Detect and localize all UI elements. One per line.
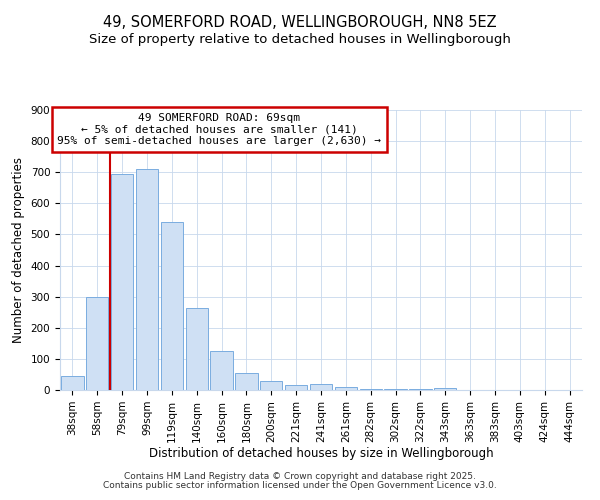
Bar <box>260 380 283 390</box>
Bar <box>385 389 407 390</box>
Y-axis label: Number of detached properties: Number of detached properties <box>12 157 25 343</box>
Bar <box>235 373 257 390</box>
Text: 49 SOMERFORD ROAD: 69sqm
← 5% of detached houses are smaller (141)
95% of semi-d: 49 SOMERFORD ROAD: 69sqm ← 5% of detache… <box>57 113 381 146</box>
Text: 49, SOMERFORD ROAD, WELLINGBOROUGH, NN8 5EZ: 49, SOMERFORD ROAD, WELLINGBOROUGH, NN8 … <box>103 15 497 30</box>
Bar <box>434 388 457 390</box>
Bar <box>359 389 382 390</box>
Bar <box>111 174 133 390</box>
Text: Size of property relative to detached houses in Wellingborough: Size of property relative to detached ho… <box>89 32 511 46</box>
Bar <box>161 222 183 390</box>
Bar <box>285 386 307 390</box>
Bar <box>310 384 332 390</box>
Text: Contains public sector information licensed under the Open Government Licence v3: Contains public sector information licen… <box>103 481 497 490</box>
Bar <box>86 296 109 390</box>
Bar <box>61 376 83 390</box>
Bar <box>185 308 208 390</box>
Text: Contains HM Land Registry data © Crown copyright and database right 2025.: Contains HM Land Registry data © Crown c… <box>124 472 476 481</box>
Bar <box>335 387 357 390</box>
Bar <box>136 169 158 390</box>
X-axis label: Distribution of detached houses by size in Wellingborough: Distribution of detached houses by size … <box>149 448 493 460</box>
Bar <box>211 351 233 390</box>
